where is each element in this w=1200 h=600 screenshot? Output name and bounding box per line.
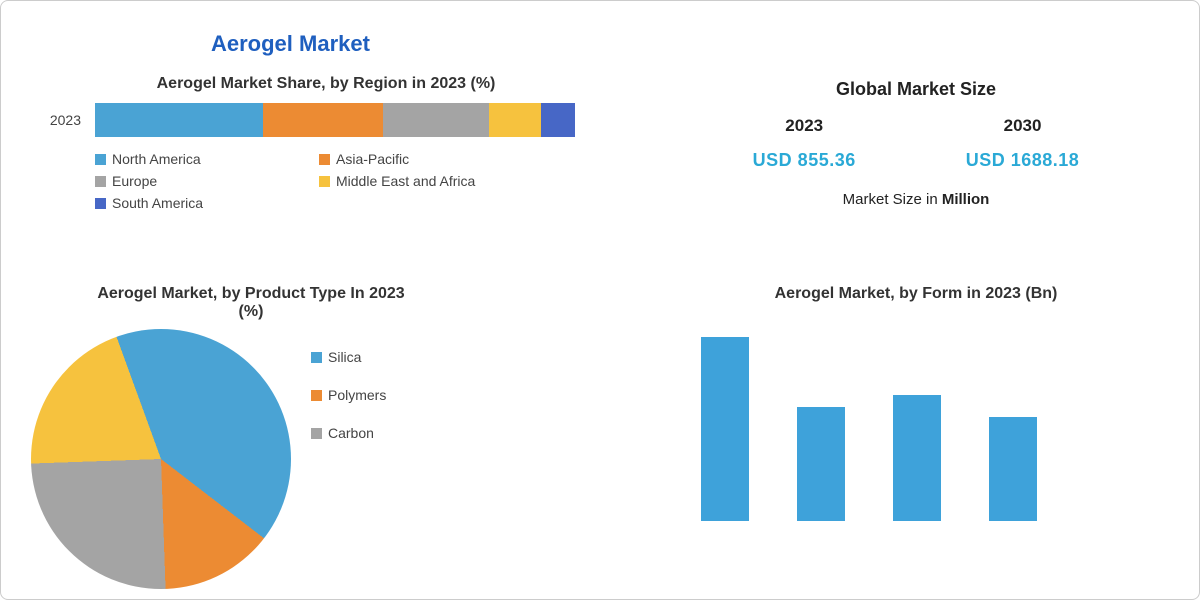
gms-subtitle-pre: Market Size in <box>843 191 942 208</box>
gms-value-0: USD 855.36 <box>753 150 856 171</box>
legend-item: Asia-Pacific <box>319 151 519 167</box>
bar-chart <box>651 321 1181 521</box>
bar <box>893 395 941 521</box>
legend-item: North America <box>95 151 295 167</box>
stacked-seg <box>383 103 489 137</box>
gms-col-0: 2023 USD 855.36 <box>753 116 856 171</box>
pie-holder <box>31 329 291 559</box>
legend-item: Europe <box>95 173 295 189</box>
product-type-panel: Aerogel Market, by Product Type In 2023 … <box>31 285 621 585</box>
legend-label: Silica <box>328 349 361 365</box>
stacked-seg <box>263 103 383 137</box>
gms-year-1: 2030 <box>966 116 1080 136</box>
legend-label: South America <box>112 195 203 211</box>
gms-title: Global Market Size <box>651 79 1181 100</box>
legend-item: Silica <box>311 349 386 365</box>
legend-swatch <box>319 154 330 165</box>
legend-swatch <box>319 176 330 187</box>
gms-col-1: 2030 USD 1688.18 <box>966 116 1080 171</box>
stacked-bar <box>95 103 575 137</box>
gms-value-1: USD 1688.18 <box>966 150 1080 171</box>
product-type-title: Aerogel Market, by Product Type In 2023 … <box>91 285 411 321</box>
page-title: Aerogel Market <box>211 31 1169 57</box>
legend-label: Polymers <box>328 387 386 403</box>
dashboard-grid: Aerogel Market Share, by Region in 2023 … <box>31 75 1169 585</box>
gms-subtitle: Market Size in Million <box>651 191 1181 208</box>
bar <box>989 417 1037 521</box>
legend-swatch <box>95 154 106 165</box>
legend-swatch <box>95 198 106 209</box>
pie-wrap: Silica Polymers Carbon <box>31 329 621 559</box>
legend-item: Carbon <box>311 425 386 441</box>
legend-label: North America <box>112 151 201 167</box>
legend-label: Carbon <box>328 425 374 441</box>
pie-legend: Silica Polymers Carbon <box>311 349 386 441</box>
pie-chart <box>31 329 291 589</box>
legend-label: Asia-Pacific <box>336 151 409 167</box>
legend-label: Europe <box>112 173 157 189</box>
stacked-seg <box>489 103 542 137</box>
legend-swatch <box>311 390 322 401</box>
region-chart-title: Aerogel Market Share, by Region in 2023 … <box>31 75 621 93</box>
bar <box>797 407 845 521</box>
gms-year-0: 2023 <box>753 116 856 136</box>
gms-subtitle-bold: Million <box>942 191 990 208</box>
global-market-size-panel: Global Market Size 2023 USD 855.36 2030 … <box>651 75 1181 275</box>
stacked-seg <box>95 103 263 137</box>
legend-item: Middle East and Africa <box>319 173 519 189</box>
form-chart-title: Aerogel Market, by Form in 2023 (Bn) <box>651 285 1181 303</box>
region-legend: North America Asia-Pacific Europe Middle Ea… <box>95 151 575 211</box>
stacked-seg <box>541 103 575 137</box>
legend-swatch <box>95 176 106 187</box>
legend-swatch <box>311 352 322 363</box>
legend-item: South America <box>95 195 295 211</box>
legend-label: Middle East and Africa <box>336 173 475 189</box>
gms-row: 2023 USD 855.36 2030 USD 1688.18 <box>651 116 1181 171</box>
legend-item: Polymers <box>311 387 386 403</box>
stacked-bar-ylabel: 2023 <box>31 112 81 128</box>
legend-swatch <box>311 428 322 439</box>
stacked-bar-row: 2023 <box>31 103 621 137</box>
bar <box>701 337 749 521</box>
form-panel: Aerogel Market, by Form in 2023 (Bn) <box>651 285 1181 585</box>
region-share-panel: Aerogel Market Share, by Region in 2023 … <box>31 75 621 275</box>
